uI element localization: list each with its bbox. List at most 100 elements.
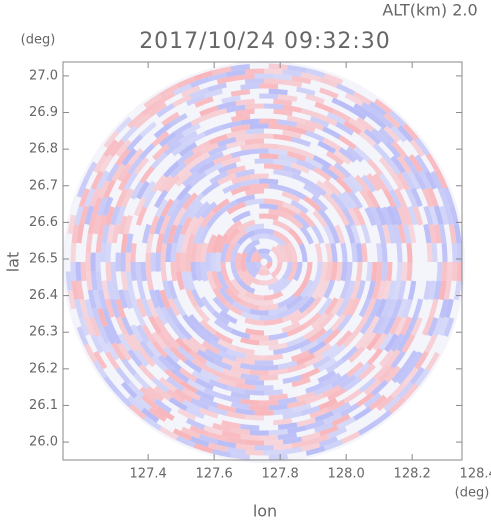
texture-arc xyxy=(208,378,228,391)
texture-arc xyxy=(220,261,230,281)
texture-arc xyxy=(121,316,134,336)
texture-arc xyxy=(226,69,246,78)
texture-arc xyxy=(353,361,371,379)
texture-arc xyxy=(412,206,424,226)
texture-arc xyxy=(135,206,148,226)
texture-arc xyxy=(361,174,377,193)
texture-arc xyxy=(358,130,377,147)
texture-arc xyxy=(204,348,224,362)
texture-arc xyxy=(343,376,362,392)
texture-arc xyxy=(201,340,221,355)
texture-arc xyxy=(263,389,283,396)
texture-arc xyxy=(224,301,243,316)
texture-arc xyxy=(249,308,269,316)
texture-arc xyxy=(217,376,237,388)
texture-arc xyxy=(270,245,283,263)
texture-arc xyxy=(390,125,408,143)
texture-arc xyxy=(111,163,126,182)
texture-arc xyxy=(342,176,359,194)
texture-arc xyxy=(298,210,316,228)
texture-arc xyxy=(126,134,143,152)
texture-arc xyxy=(244,328,265,336)
texture-arc xyxy=(130,243,137,263)
texture-arc xyxy=(352,91,372,106)
texture-arc xyxy=(402,298,413,319)
texture-arc xyxy=(224,227,241,246)
texture-arc xyxy=(104,298,116,318)
texture-arc xyxy=(93,350,108,370)
texture-arc xyxy=(423,205,434,226)
texture-arc xyxy=(145,340,162,359)
texture-arc xyxy=(293,294,311,311)
texture-arc xyxy=(111,280,121,301)
texture-arc xyxy=(176,76,196,89)
texture-arc xyxy=(245,389,265,396)
texture-arc xyxy=(331,108,352,122)
texture-arc xyxy=(226,165,246,176)
texture-arc xyxy=(268,428,288,436)
texture-arc xyxy=(176,322,193,341)
texture-arc xyxy=(304,393,325,405)
texture-arc xyxy=(372,315,386,335)
texture-arc xyxy=(115,148,131,167)
texture-arc xyxy=(360,223,371,244)
texture-arc xyxy=(140,261,147,282)
texture-arc xyxy=(235,346,255,355)
texture-arc xyxy=(76,280,85,300)
texture-arc xyxy=(268,368,288,376)
texture-arc xyxy=(188,192,205,211)
texture-arc xyxy=(396,333,411,352)
texture-arc xyxy=(225,374,246,384)
x-tick-label: 128.0 xyxy=(328,467,365,482)
texture-arc xyxy=(105,351,120,370)
texture-arc xyxy=(245,68,265,75)
texture-arc xyxy=(391,298,403,319)
texture-arc xyxy=(385,156,401,175)
texture-arc xyxy=(178,142,198,157)
texture-arc xyxy=(285,214,304,230)
texture-arc xyxy=(368,113,387,130)
texture-arc xyxy=(352,206,366,226)
texture-arc xyxy=(435,169,448,190)
texture-arc xyxy=(326,399,346,413)
texture-arc xyxy=(111,342,126,361)
texture-arc xyxy=(244,379,265,386)
texture-arc xyxy=(176,149,195,165)
texture-arc xyxy=(268,454,288,461)
texture-arc xyxy=(449,205,459,225)
texture-arc xyxy=(355,261,363,282)
texture-arc xyxy=(226,348,246,359)
texture-arc xyxy=(190,242,198,263)
texture-arc xyxy=(402,205,413,226)
texture-arc xyxy=(318,76,339,88)
texture-arc xyxy=(191,151,211,167)
texture-arc xyxy=(76,326,89,346)
y-tick-label: 26.7 xyxy=(29,178,58,193)
texture-arc xyxy=(230,89,251,97)
texture-arc xyxy=(148,407,167,422)
texture-arc xyxy=(160,261,168,282)
texture-arc xyxy=(340,261,348,282)
texture-arc xyxy=(105,163,120,183)
texture-arc xyxy=(125,233,134,253)
texture-arc xyxy=(133,307,147,328)
texture-arc xyxy=(195,389,215,402)
texture-arc xyxy=(325,358,345,374)
texture-arc xyxy=(427,187,439,207)
texture-arc xyxy=(235,98,255,106)
texture-arc xyxy=(324,261,333,282)
texture-arc xyxy=(96,334,110,354)
texture-arc xyxy=(156,406,175,421)
texture-arc xyxy=(219,309,238,325)
y-tick-label: 26.3 xyxy=(29,325,58,340)
texture-arc xyxy=(199,105,219,117)
texture-arc xyxy=(217,338,237,351)
texture-arc xyxy=(120,381,138,399)
texture-arc xyxy=(424,334,438,354)
texture-arc xyxy=(166,132,185,148)
texture-arc xyxy=(390,171,405,191)
texture-arc xyxy=(84,316,96,337)
texture-arc xyxy=(180,426,201,439)
texture-arc xyxy=(160,242,168,263)
texture-arc xyxy=(235,252,242,272)
